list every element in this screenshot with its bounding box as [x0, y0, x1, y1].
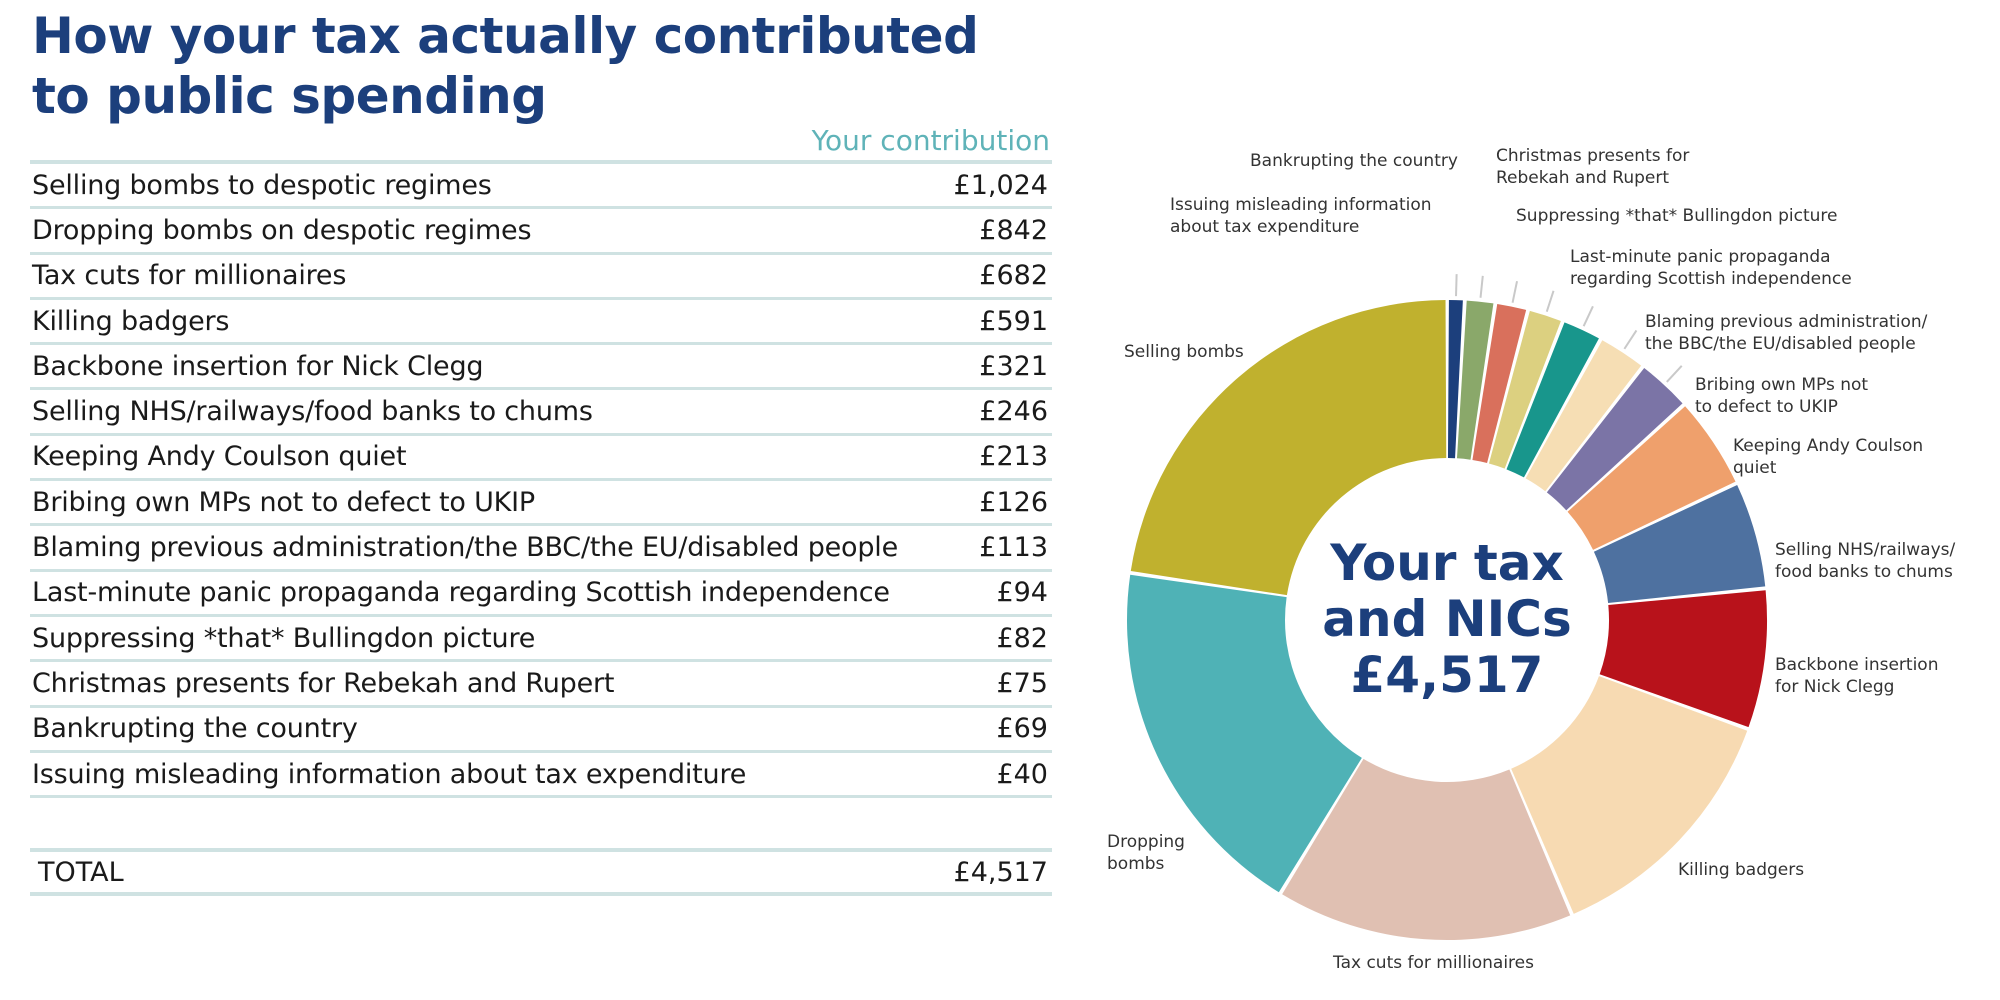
donut-slice: [1127, 574, 1362, 893]
row-label: Blaming previous administration/the BBC/…: [32, 532, 899, 564]
row-label: Selling NHS/railways/food banks to chums: [32, 396, 593, 428]
row-value: £246: [979, 396, 1048, 428]
leader-line: [1623, 329, 1638, 350]
row-label: Selling bombs to despotic regimes: [32, 169, 492, 201]
donut-slice: [1472, 303, 1527, 464]
slice-label: Keeping Andy Coulson quiet: [1733, 436, 1923, 478]
row-label: Bankrupting the country: [32, 713, 358, 745]
donut-slice: [1511, 676, 1748, 914]
row-value: £75: [996, 667, 1048, 699]
table-row: Selling bombs to despotic regimes £1,024: [30, 164, 1052, 210]
leader-line: [1545, 290, 1555, 313]
slice-label: Blaming previous administration/the BBC/…: [1645, 312, 1928, 354]
row-value: £40: [996, 758, 1048, 790]
slice-label: Last-minute panic propaganda regarding Sc…: [1570, 247, 1852, 289]
slice-label: Suppressing *that* Bullingdon picture: [1516, 206, 1837, 226]
table-row: Suppressing *that* Bullingdon picture £82: [30, 617, 1052, 663]
donut-slice: [1456, 300, 1494, 460]
donut-slice: [1282, 758, 1571, 940]
total-value: £4,517: [953, 856, 1048, 888]
slice-label: Dropping bombs: [1107, 832, 1185, 874]
row-label: Tax cuts for millionaires: [32, 260, 347, 292]
row-label: Suppressing *that* Bullingdon picture: [32, 622, 536, 654]
row-label: Bribing own MPs not to defect to UKIP: [32, 486, 536, 518]
row-value: £213: [979, 441, 1048, 473]
center-text: Your tax: [1329, 534, 1564, 592]
donut-slice: [1593, 485, 1766, 604]
total-row: TOTAL £4,517: [30, 848, 1052, 896]
row-value: £82: [996, 622, 1048, 654]
donut-slice: [1567, 406, 1736, 550]
contribution-table: Selling bombs to despotic regimes £1,024 D…: [30, 160, 1052, 799]
table-row: Bribing own MPs not to defect to UKIP £12…: [30, 481, 1052, 527]
row-label: Dropping bombs on despotic regimes: [32, 214, 532, 246]
donut-slice: [1447, 300, 1463, 459]
row-label: Last-minute panic propaganda regarding S…: [32, 577, 890, 609]
slice-label: Selling bombs: [1124, 342, 1244, 362]
column-header: Your contribution: [811, 124, 1050, 157]
slice-label: Christmas presents for Rebekah and Rupert: [1496, 146, 1689, 188]
slice-label: Bankrupting the country: [1250, 151, 1458, 171]
leader-line: [1455, 274, 1458, 297]
table-row: Killing badgers £591: [30, 300, 1052, 346]
row-value: £113: [979, 532, 1048, 564]
table-row: Christmas presents for Rebekah and Ruper…: [30, 662, 1052, 708]
slice-label: Bribing own MPs not to defect to UKIP: [1695, 375, 1868, 417]
slice-label: Backbone insertion for Nick Clegg: [1775, 655, 1938, 697]
row-label: Keeping Andy Coulson quiet: [32, 441, 407, 473]
table-row: Last-minute panic propaganda regarding S…: [30, 572, 1052, 617]
table-row: Dropping bombs on despotic regimes £842: [30, 209, 1052, 255]
center-text: and NICs: [1322, 590, 1571, 648]
donut-slice: [1506, 322, 1599, 478]
table-row: Tax cuts for millionaires £682: [30, 255, 1052, 300]
table-row: Selling NHS/railways/food banks to chums…: [30, 390, 1052, 436]
slice-label: Selling NHS/railways/food banks to chums: [1775, 540, 1955, 582]
row-value: £321: [979, 350, 1048, 382]
row-label: Christmas presents for Rebekah and Ruper…: [32, 667, 615, 699]
donut-slice: [1599, 590, 1767, 728]
donut-slice: [1130, 300, 1447, 596]
table-row: Backbone insertion for Nick Clegg £321: [30, 345, 1052, 391]
leader-line: [1479, 275, 1484, 298]
page-title: How your tax actually contributed to pub…: [32, 7, 979, 125]
slice-label: Tax cuts for millionaires: [1332, 953, 1534, 973]
table-row: Blaming previous administration/the BBC/…: [30, 526, 1052, 572]
row-value: £126: [979, 486, 1048, 518]
row-label: Issuing misleading information about tax…: [32, 758, 747, 790]
leader-line: [1666, 365, 1683, 383]
leader-line: [1582, 305, 1594, 327]
row-value: £682: [979, 260, 1048, 292]
table-row: Keeping Andy Coulson quiet £213: [30, 436, 1052, 482]
row-label: Backbone insertion for Nick Clegg: [32, 350, 484, 382]
total-label: TOTAL: [38, 856, 124, 888]
row-value: £69: [996, 713, 1048, 745]
table-row: Bankrupting the country £69: [30, 708, 1052, 753]
table-row: Issuing misleading information about tax…: [30, 753, 1052, 799]
slice-label: Killing badgers: [1678, 860, 1804, 880]
donut-slice: [1546, 367, 1683, 511]
row-label: Killing badgers: [32, 305, 230, 337]
slice-label: Issuing misleading information about tax …: [1170, 195, 1432, 237]
donut-slice: [1488, 310, 1561, 469]
row-value: £1,024: [953, 169, 1048, 201]
leader-line: [1511, 280, 1519, 303]
row-value: £842: [979, 214, 1048, 246]
row-value: £591: [979, 305, 1048, 337]
donut-slice: [1525, 340, 1642, 492]
row-value: £94: [996, 577, 1048, 609]
center-text: £4,517: [1351, 646, 1544, 704]
